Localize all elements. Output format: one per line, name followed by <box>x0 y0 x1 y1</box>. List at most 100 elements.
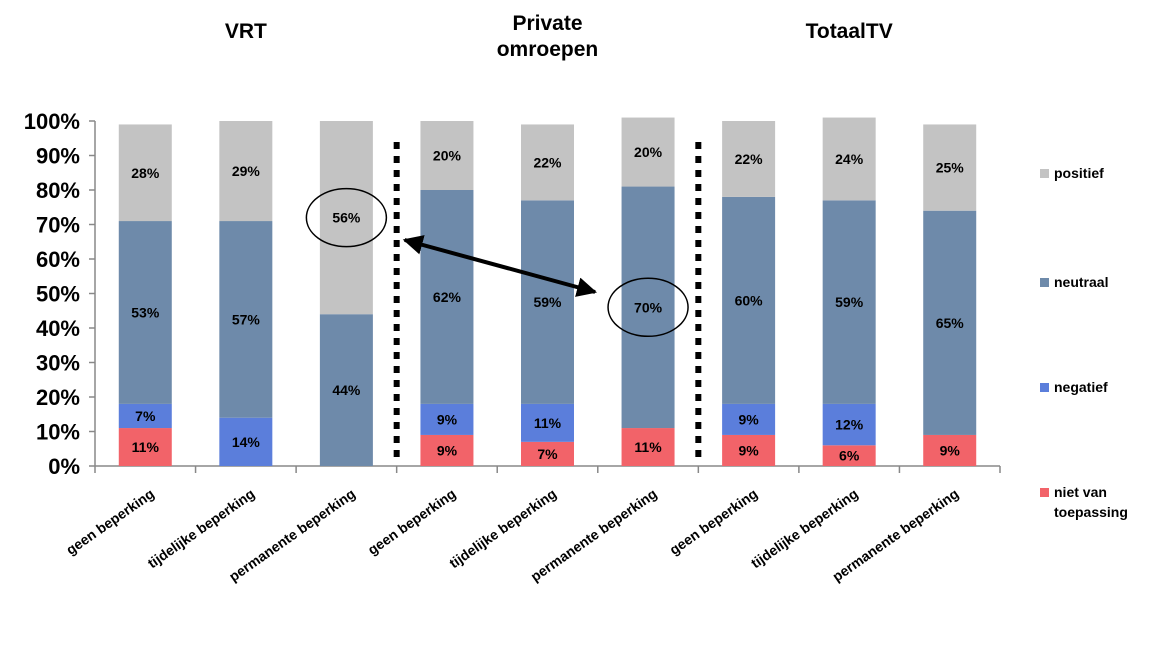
bar-segment <box>822 403 876 446</box>
data-label: 9% <box>437 411 458 427</box>
group-title: Private omroepen <box>497 12 599 61</box>
y-tick-label: 60% <box>36 247 80 272</box>
y-tick-label: 10% <box>36 420 80 445</box>
legend-swatch <box>1040 383 1049 392</box>
category-label: geen beperking <box>365 485 459 557</box>
data-label: 11% <box>132 439 160 455</box>
group-titles: VRT Private omroepen TotaalTV <box>225 12 893 61</box>
bar-segment <box>521 124 574 201</box>
data-label: 12% <box>835 417 864 433</box>
bar-segment <box>923 124 977 211</box>
y-tick-label: 0% <box>48 454 80 479</box>
data-label: 9% <box>940 442 961 458</box>
data-label: 7% <box>135 408 156 424</box>
data-label: 53% <box>131 304 160 320</box>
chart-bars <box>118 117 977 466</box>
y-axis-ticks: 0% 10% 20% 30% 40% 50% 60% 70% 80% 90% 100% <box>24 109 80 479</box>
bar-segment <box>722 403 776 435</box>
data-label: 20% <box>433 148 462 164</box>
group-title-line: omroepen <box>497 38 599 61</box>
data-label: 11% <box>634 439 662 455</box>
group-title: TotaalTV <box>806 20 893 43</box>
y-tick-label: 20% <box>36 385 80 410</box>
data-label: 60% <box>735 292 764 308</box>
bar-segment <box>521 403 574 442</box>
data-label: 9% <box>437 442 458 458</box>
category-label: tijdelijke beperking <box>446 485 559 571</box>
data-label: 29% <box>232 163 261 179</box>
annotations <box>305 142 702 460</box>
data-label: 20% <box>634 144 663 160</box>
y-tick-label: 90% <box>36 144 80 169</box>
bar-segment <box>722 196 776 404</box>
y-tick-label: 50% <box>36 282 80 307</box>
bar-segment <box>219 121 273 222</box>
bar-segment <box>521 200 574 404</box>
bar-segment <box>923 434 977 466</box>
y-tick-label: 40% <box>36 316 80 341</box>
legend-label-line: niet van <box>1054 484 1107 500</box>
data-label: 22% <box>735 151 764 167</box>
category-label: geen beperking <box>666 485 760 557</box>
data-label: 6% <box>839 448 860 464</box>
data-label: 57% <box>232 311 261 327</box>
highlight-ellipse <box>607 277 689 338</box>
bar-segment <box>621 428 675 466</box>
bar-segment <box>521 441 574 466</box>
group-title-line: TotaalTV <box>806 20 893 43</box>
bar-segment <box>219 417 273 466</box>
legend-label: niet van toepassing <box>1054 484 1128 520</box>
legend-swatch <box>1040 278 1049 287</box>
data-label: 28% <box>131 165 160 181</box>
data-label: 56% <box>332 210 361 226</box>
y-tick-label: 30% <box>36 351 80 376</box>
data-label: 9% <box>738 442 759 458</box>
group-title-line: VRT <box>225 20 267 43</box>
data-label: 25% <box>936 160 965 176</box>
bar-segment <box>319 314 373 466</box>
y-tick-label: 70% <box>36 213 80 238</box>
data-label: 7% <box>537 446 558 462</box>
category-label: geen beperking <box>63 485 157 557</box>
annotation-arrow <box>402 235 597 297</box>
bar-segment <box>722 434 776 466</box>
data-label: 65% <box>936 315 965 331</box>
bar-segment <box>420 121 474 190</box>
legend-label: positief <box>1054 165 1104 181</box>
group-title: VRT <box>225 20 267 43</box>
y-tick-label: 80% <box>36 178 80 203</box>
bar-segment <box>118 124 172 222</box>
data-label: 14% <box>232 434 261 450</box>
bar-segment <box>722 121 776 197</box>
legend: positief neutraal negatief niet van toepassi… <box>1040 165 1128 520</box>
bar-segment <box>822 117 876 201</box>
bar-segment <box>420 403 474 435</box>
bar-segment <box>621 117 675 187</box>
bar-segment <box>118 428 172 466</box>
bar-segment <box>621 186 675 429</box>
data-label: 9% <box>738 411 759 427</box>
data-label: 22% <box>533 154 562 170</box>
highlight-ellipse <box>305 187 388 248</box>
data-label: 11% <box>534 415 562 431</box>
legend-swatch <box>1040 488 1049 497</box>
bar-segment <box>118 221 172 404</box>
bar-segment <box>923 210 977 435</box>
data-label: 44% <box>332 382 361 398</box>
bar-segment <box>118 403 172 429</box>
y-tick-label: 100% <box>24 109 80 134</box>
legend-label: negatief <box>1054 379 1108 395</box>
legend-swatch <box>1040 169 1049 178</box>
chart-data-labels: 11% 7% 53% 28% 14% 57% 29% 44% 56% 9% 9% 62% 20% 7% 11… <box>131 144 964 464</box>
data-label: 59% <box>533 294 562 310</box>
bar-segment <box>420 190 474 404</box>
data-label: 62% <box>433 289 462 305</box>
legend-label: neutraal <box>1054 274 1108 290</box>
bar-segment <box>822 200 876 404</box>
bar-segment <box>319 121 373 315</box>
bar-segment <box>219 221 273 418</box>
bar-segment <box>822 445 876 466</box>
group-title-line: Private <box>512 12 582 35</box>
